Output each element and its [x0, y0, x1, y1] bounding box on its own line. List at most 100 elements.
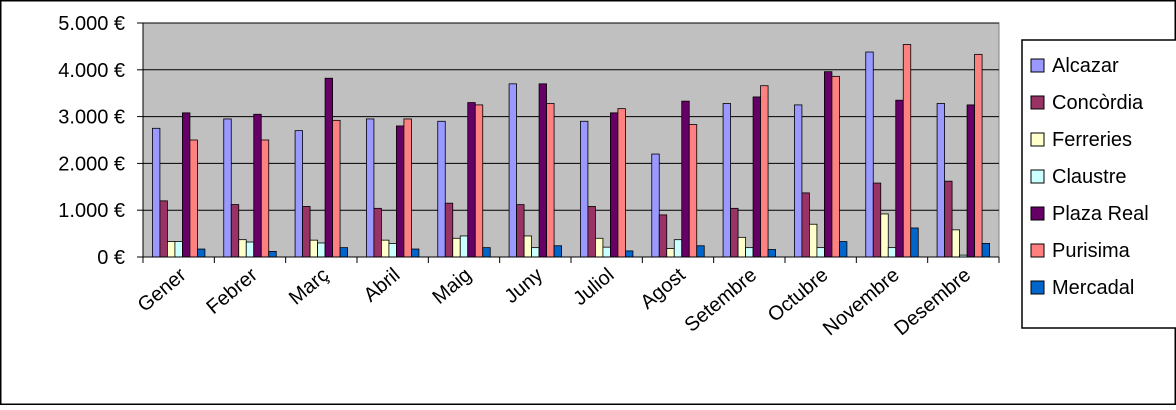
bar-alcazar: [437, 120, 446, 258]
grid-layer: [143, 22, 999, 211]
y-tick-label: 0 €: [97, 247, 125, 269]
legend-swatch: [1030, 132, 1045, 147]
bar-claustre: [887, 247, 897, 258]
bar-ferreries: [309, 239, 318, 258]
bar-mercadal: [981, 243, 990, 258]
axis-layer: [137, 22, 1000, 263]
bar-mercadal: [625, 250, 634, 258]
bar-ferreries: [951, 229, 960, 258]
bar-concrdia: [230, 204, 240, 258]
legend-label: Purisima: [1052, 240, 1131, 262]
legend-swatch: [1030, 95, 1045, 110]
bar-purisima: [688, 124, 698, 258]
legend-swatch: [1030, 58, 1045, 73]
bar-concrdia: [658, 214, 668, 258]
y-tick-label: 5.000 €: [58, 13, 125, 35]
bar-concrdia: [159, 200, 168, 258]
bar-plaza-real: [681, 100, 690, 258]
bar-alcazar: [580, 120, 589, 258]
bar-ferreries: [880, 213, 889, 258]
bar-claustre: [531, 247, 540, 258]
bar-concrdia: [302, 206, 311, 258]
y-tick-label: 1.000 €: [58, 200, 125, 222]
bar-mercadal: [411, 248, 420, 258]
bar-concrdia: [373, 207, 382, 258]
bar-mercadal: [696, 245, 705, 258]
bar-concrdia: [801, 192, 810, 258]
bar-ferreries: [523, 235, 532, 258]
legend-box: [1021, 39, 1176, 329]
bar-mercadal: [268, 250, 277, 258]
legend-label: Mercadal: [1052, 277, 1134, 299]
bar-purisima: [974, 53, 983, 258]
bar-claustre: [745, 247, 754, 258]
y-tick-labels: 0 € 1.000 € 2.000 € 3.000 € 4.000 € 5.000 €: [58, 13, 125, 269]
bar-purisima: [189, 139, 198, 258]
bar-mercadal: [197, 248, 206, 258]
legend-label: Plaza Real: [1052, 203, 1149, 225]
bar-alcazar: [223, 118, 232, 258]
bar-claustre: [245, 241, 255, 258]
bar-plaza-real: [253, 113, 262, 258]
bar-purisima: [260, 139, 270, 258]
bar-alcazar: [651, 153, 660, 258]
legend-swatch: [1030, 206, 1045, 221]
bar-mercadal: [553, 245, 562, 258]
bar-ferreries: [381, 239, 390, 258]
bar-ferreries: [737, 236, 746, 258]
bar-alcazar: [794, 104, 803, 258]
bar-claustre: [388, 243, 397, 258]
bar-mercadal: [839, 241, 848, 258]
bar-concrdia: [872, 182, 882, 258]
bar-plaza-real: [895, 99, 904, 258]
bar-claustre: [602, 246, 611, 258]
bar-purisima: [332, 119, 341, 258]
y-tick-label: 2.000 €: [58, 153, 125, 175]
bar-plaza-real: [467, 102, 476, 258]
bar-plaza-real: [324, 77, 333, 258]
bar-mercadal: [339, 247, 348, 258]
legend: Alcazar Concòrdia Ferreries Claustre Plaza R…: [1021, 39, 1176, 329]
bar-concrdia: [944, 180, 953, 258]
bar-ferreries: [666, 248, 675, 258]
bar-concrdia: [730, 207, 739, 258]
bar-ferreries: [809, 223, 818, 258]
legend-label: Alcazar: [1052, 55, 1119, 77]
bar-purisima: [831, 75, 840, 258]
bar-mercadal: [767, 249, 776, 258]
bar-mercadal: [910, 227, 919, 258]
bar-purisima: [546, 103, 555, 258]
y-tick-label: 3.000 €: [58, 107, 125, 129]
bar-claustre: [317, 242, 326, 258]
bar-claustre: [673, 239, 683, 258]
bar-concrdia: [516, 204, 525, 258]
legend-label: Claustre: [1052, 166, 1126, 188]
bar-concrdia: [587, 206, 596, 258]
bar-alcazar: [294, 130, 303, 258]
bar-alcazar: [865, 51, 874, 258]
plot-area: [142, 22, 1000, 258]
bar-alcazar: [366, 118, 375, 258]
bar-concrdia: [444, 202, 454, 258]
bar-plaza-real: [824, 71, 833, 258]
legend-swatch: [1030, 169, 1045, 184]
legend-swatch: [1030, 280, 1045, 295]
bar-purisima: [760, 85, 769, 258]
bar-purisima: [403, 118, 412, 258]
bars-layer: [152, 44, 990, 258]
bar-plaza-real: [396, 125, 405, 258]
bar-plaza-real: [966, 104, 975, 258]
bar-plaza-real: [752, 96, 761, 258]
bar-plaza-real: [182, 112, 191, 258]
legend-swatch: [1030, 243, 1045, 258]
bar-ferreries: [595, 237, 604, 258]
bar-purisima: [617, 108, 626, 258]
bar-claustre: [174, 241, 183, 258]
bar-alcazar: [722, 103, 731, 258]
bar-claustre: [459, 235, 469, 258]
legend-label: Concòrdia: [1052, 92, 1144, 114]
bar-claustre: [816, 247, 825, 258]
bar-ferreries: [452, 237, 461, 258]
